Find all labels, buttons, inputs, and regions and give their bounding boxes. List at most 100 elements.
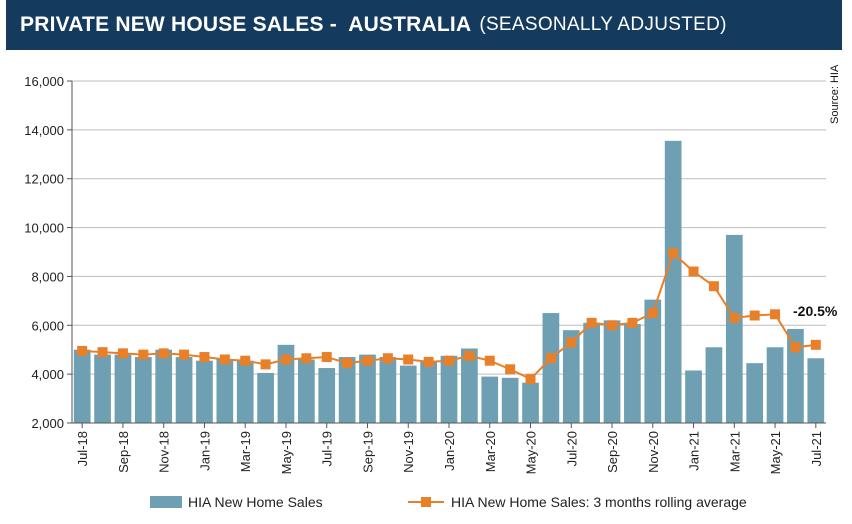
bar [440,355,458,423]
line-point [607,320,618,331]
axes [67,80,826,428]
bar [134,357,152,423]
bar [236,360,254,423]
line-point [464,350,475,361]
line-point [77,345,88,356]
bar [624,324,641,423]
x-tick-label: Mar-20 [483,431,498,472]
line-point [403,354,414,365]
x-tick-label: Sep-20 [605,431,620,473]
bar [359,354,376,423]
line-point [382,353,393,364]
bar [175,357,193,423]
bar [705,347,723,423]
bar [257,372,274,423]
line-point [770,309,781,320]
line-point [280,354,291,365]
x-tick-label: Sep-18 [116,431,131,473]
bar [420,361,437,423]
x-tick-label: Jan-19 [197,431,212,471]
bar [318,368,336,423]
line-point [158,348,169,359]
y-tick-label: 10,000 [24,221,64,236]
y-tick-label: 4,000 [31,367,64,382]
line-point [117,348,128,359]
line-point [647,308,658,319]
gridlines [72,80,826,375]
bar [501,377,519,423]
line-point [566,337,577,348]
bar [399,365,417,423]
bar [746,363,764,423]
y-tick-label: 2,000 [31,416,64,431]
line-point [199,352,210,363]
line-point [688,266,699,277]
bar [297,359,315,423]
x-tick-label: May-21 [768,431,783,474]
line-point [505,364,516,375]
bar [766,347,784,423]
bar [664,140,682,423]
bar [522,382,539,423]
x-tick-label: Nov-20 [646,431,661,473]
bar [216,359,234,423]
change-annotation: -20.5% [793,303,838,319]
x-tick-label: Jan-21 [687,431,702,471]
bar [787,328,804,423]
bar [73,349,91,423]
legend-bar-swatch [150,496,182,508]
line-point [240,355,251,366]
bar [685,370,702,423]
line-point [627,317,638,328]
bar [644,299,662,423]
x-tick-label: Jul-21 [809,431,824,466]
bar [338,357,356,423]
bar [725,234,743,423]
annotations: -20.5% Source: HIA [793,64,841,319]
y-tick-label: 16,000 [24,74,64,89]
bar [562,330,580,423]
line-point [138,349,149,360]
x-tick-label: Jul-19 [320,431,335,466]
line-point [668,248,679,259]
y-tick-label: 8,000 [31,269,64,284]
x-tick-label: Jul-20 [564,431,579,466]
x-tick-label: Mar-19 [238,431,253,472]
bar [542,313,560,423]
bar [603,320,621,423]
x-tick-label: Mar-21 [727,431,742,472]
line-point [708,281,719,292]
line-point [444,355,454,366]
line-point [586,317,597,328]
line-series [77,248,821,385]
bar [196,360,213,423]
bar [583,322,601,423]
bar [114,354,132,423]
bar [379,357,397,423]
x-tick-label: Jan-20 [442,431,457,471]
legend-line-label: HIA New Home Sales: 3 months rolling ave… [451,494,747,510]
line-point [810,339,821,350]
line-point [260,359,271,370]
x-tick-label: May-19 [279,431,294,474]
bar [155,349,173,423]
x-tick-label: Nov-19 [401,431,416,473]
line-point [749,310,760,321]
x-tick-label: Jul-18 [75,431,90,466]
line-point [342,358,353,369]
legend: HIA New Home Sales HIA New Home Sales: 3… [150,494,747,510]
legend-bar-label: HIA New Home Sales [188,494,323,510]
y-tick-label: 12,000 [24,172,64,187]
y-tick-label: 14,000 [24,123,64,138]
line-point [729,312,740,323]
y-tick-label: 6,000 [31,318,64,333]
line-point [219,354,230,365]
bar [481,376,499,423]
line-point [179,349,190,360]
line-point [484,355,495,366]
line-point [321,352,332,363]
line-point [423,356,434,367]
chart-subtitle: (SEASONALLY ADJUSTED) [479,14,727,35]
line-point [362,355,373,366]
